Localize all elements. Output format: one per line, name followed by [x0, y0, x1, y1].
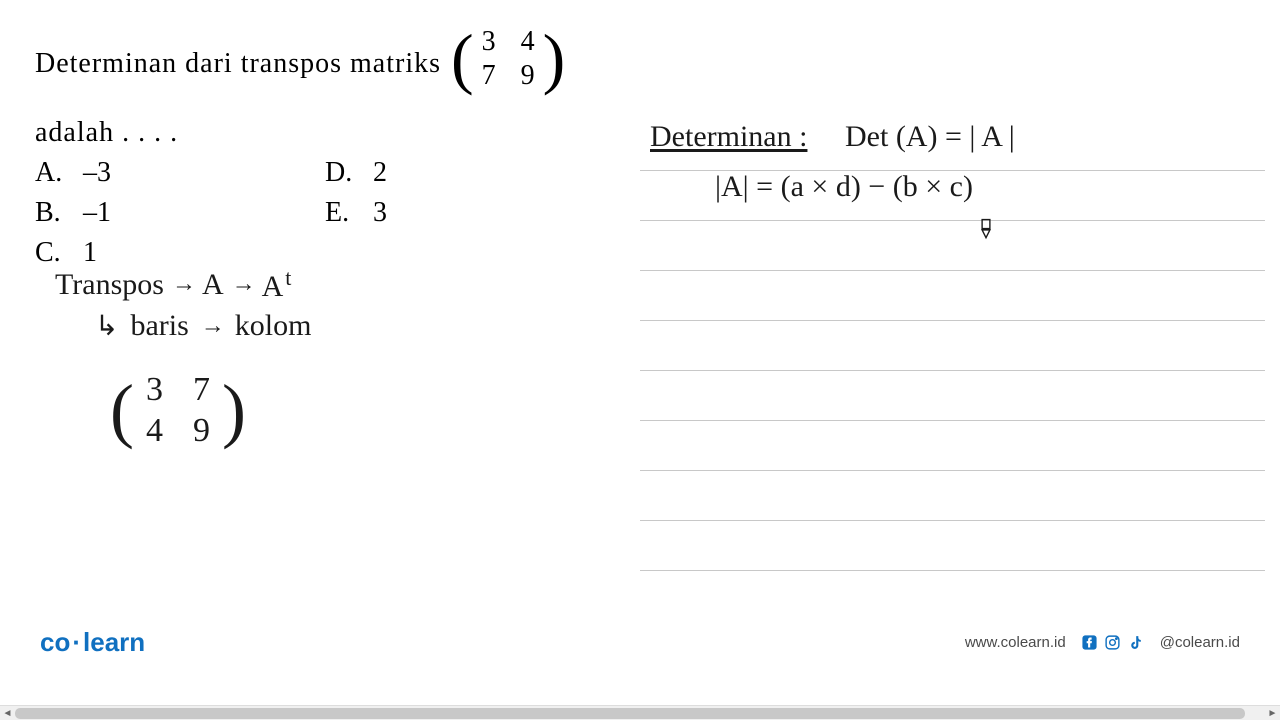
facebook-icon — [1081, 634, 1099, 652]
ruled-line — [640, 470, 1265, 520]
paren-right: ) — [222, 380, 246, 441]
hw-matrix-row-1: 3 7 — [146, 370, 210, 411]
option-value: –1 — [83, 197, 111, 229]
ruled-line — [640, 520, 1265, 570]
matrix-row-2: 7 9 — [482, 59, 535, 93]
option-A: A. –3 — [35, 157, 325, 189]
ruled-line — [640, 270, 1265, 320]
hw-matrix-cell: 4 — [146, 411, 163, 452]
option-value: –3 — [83, 157, 111, 189]
social-icons — [1081, 634, 1145, 652]
footer-handle: @colearn.id — [1160, 634, 1240, 651]
hw-matrix-inner: 3 7 4 9 — [134, 370, 222, 452]
ruled-line — [640, 370, 1265, 420]
arrow-icon: → — [201, 313, 223, 340]
paren-right: ) — [543, 31, 566, 85]
scroll-right-icon[interactable]: ► — [1265, 706, 1280, 721]
horizontal-scrollbar[interactable]: ◄ ► — [0, 705, 1280, 720]
footer-url: www.colearn.id — [965, 634, 1066, 651]
hw-kolom: kolom — [235, 309, 312, 343]
footer: co·learn www.colearn.id @colearn.id — [0, 627, 1280, 658]
footer-right: www.colearn.id @colearn.id — [965, 634, 1240, 652]
hw-matrix-cell: 7 — [193, 370, 210, 411]
matrix-A: ( 3 4 7 9 ) — [451, 25, 565, 92]
hw-At: At — [262, 265, 292, 304]
question-text: Determinan dari transpos matriks — [35, 48, 441, 80]
hw-A: A — [202, 268, 224, 302]
paren-left: ( — [451, 31, 474, 85]
hw-line-2: ↳ baris → kolom — [95, 309, 311, 343]
hw-matrix-cell: 9 — [193, 411, 210, 452]
arrow-icon: → — [232, 271, 254, 298]
hw-line-1: Transpos → A → At — [55, 265, 311, 304]
option-letter: A. — [35, 157, 65, 189]
option-letter: B. — [35, 197, 65, 229]
option-E: E. 3 — [325, 197, 525, 229]
arrow-icon: → — [172, 271, 194, 298]
scroll-left-icon[interactable]: ◄ — [0, 706, 15, 721]
handwriting-matrix: ( 3 7 4 9 ) — [110, 370, 246, 452]
question-block: Determinan dari transpos matriks ( 3 4 7… — [35, 30, 635, 269]
option-value: 2 — [373, 157, 387, 189]
handwriting-transpos: Transpos → A → At ↳ baris → kolom — [55, 265, 311, 343]
tiktok-icon — [1127, 634, 1145, 652]
hw-label: Transpos — [55, 268, 164, 302]
paren-left: ( — [110, 380, 134, 441]
question-line-2: adalah . . . . — [35, 117, 635, 149]
option-D: D. 2 — [325, 157, 525, 189]
question-line-1: Determinan dari transpos matriks ( 3 4 7… — [35, 30, 635, 97]
ruled-line — [640, 420, 1265, 470]
option-letter: E. — [325, 197, 355, 229]
hw-det-formula-2: |A| = (a × d) − (b × c) — [715, 170, 973, 204]
scrollbar-thumb[interactable] — [15, 708, 1245, 719]
hw-det-formula-1: Det (A) = | A | — [845, 120, 1015, 154]
matrix-inner: 3 4 7 9 — [474, 25, 543, 92]
logo: co·learn — [40, 627, 145, 658]
option-value: 3 — [373, 197, 387, 229]
hw-matrix-cell: 3 — [146, 370, 163, 411]
hw-At-sup: t — [285, 265, 291, 290]
hw-det-label: Determinan : — [650, 120, 807, 154]
logo-dot: · — [72, 627, 81, 657]
logo-learn: learn — [83, 627, 145, 657]
hw-matrix-row-2: 4 9 — [146, 411, 210, 452]
option-B: B. –1 — [35, 197, 325, 229]
matrix-cell: 3 — [482, 25, 496, 59]
hw-baris: baris — [130, 309, 188, 343]
option-letter: D. — [325, 157, 355, 189]
options-grid: A. –3 D. 2 B. –1 E. 3 C. 1 — [35, 157, 635, 269]
ruled-line — [640, 570, 1265, 620]
ruled-line — [640, 220, 1265, 270]
logo-co: co — [40, 627, 70, 657]
bent-arrow-icon: ↳ — [95, 309, 118, 343]
matrix-cell: 9 — [521, 59, 535, 93]
ruled-line — [640, 320, 1265, 370]
hw-At-base: A — [262, 270, 284, 303]
ruled-lines — [640, 170, 1265, 620]
matrix-cell: 7 — [482, 59, 496, 93]
instagram-icon — [1104, 634, 1122, 652]
matrix-row-1: 3 4 — [482, 25, 535, 59]
matrix-cell: 4 — [521, 25, 535, 59]
